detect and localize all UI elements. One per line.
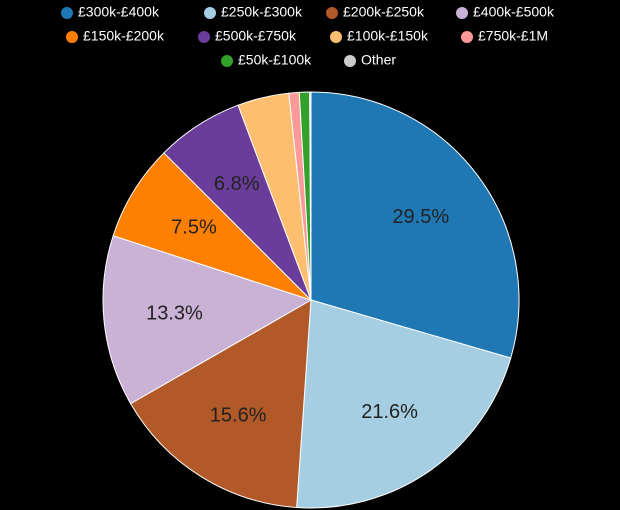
legend-label: £300k-£400k [78, 4, 160, 20]
legend-label: Other [361, 52, 396, 68]
legend-label: £150k-£200k [83, 28, 165, 44]
slice-label: 7.5% [171, 217, 217, 239]
legend-label: £100k-£150k [347, 28, 429, 44]
pie-slice [310, 91, 520, 359]
legend-label: £750k-£1M [478, 28, 548, 44]
legend-marker [456, 7, 468, 19]
legend-marker [204, 7, 216, 19]
legend-marker [61, 7, 73, 19]
pie-slice [309, 91, 312, 301]
slice-label: 6.8% [214, 173, 260, 195]
legend-label: £500k-£750k [215, 28, 297, 44]
legend-label: £250k-£300k [221, 4, 303, 20]
legend-marker [66, 31, 78, 43]
legend-marker [344, 55, 356, 67]
legend-label: £50k-£100k [238, 52, 312, 68]
slice-label: 29.5% [392, 206, 449, 228]
pie-slice [112, 152, 312, 301]
pie-slice [102, 235, 313, 405]
slice-label: 15.6% [210, 405, 267, 427]
legend-label: £400k-£500k [473, 4, 555, 20]
legend-marker [461, 31, 473, 43]
legend-marker [221, 55, 233, 67]
slice-label: 21.6% [361, 401, 418, 423]
legend-marker [326, 7, 338, 19]
legend-marker [330, 31, 342, 43]
legend-label: £200k-£250k [343, 4, 425, 20]
legend-marker [198, 31, 210, 43]
pie-slice [296, 299, 512, 509]
pie-slice [129, 299, 312, 509]
slice-label: 13.3% [146, 302, 203, 324]
